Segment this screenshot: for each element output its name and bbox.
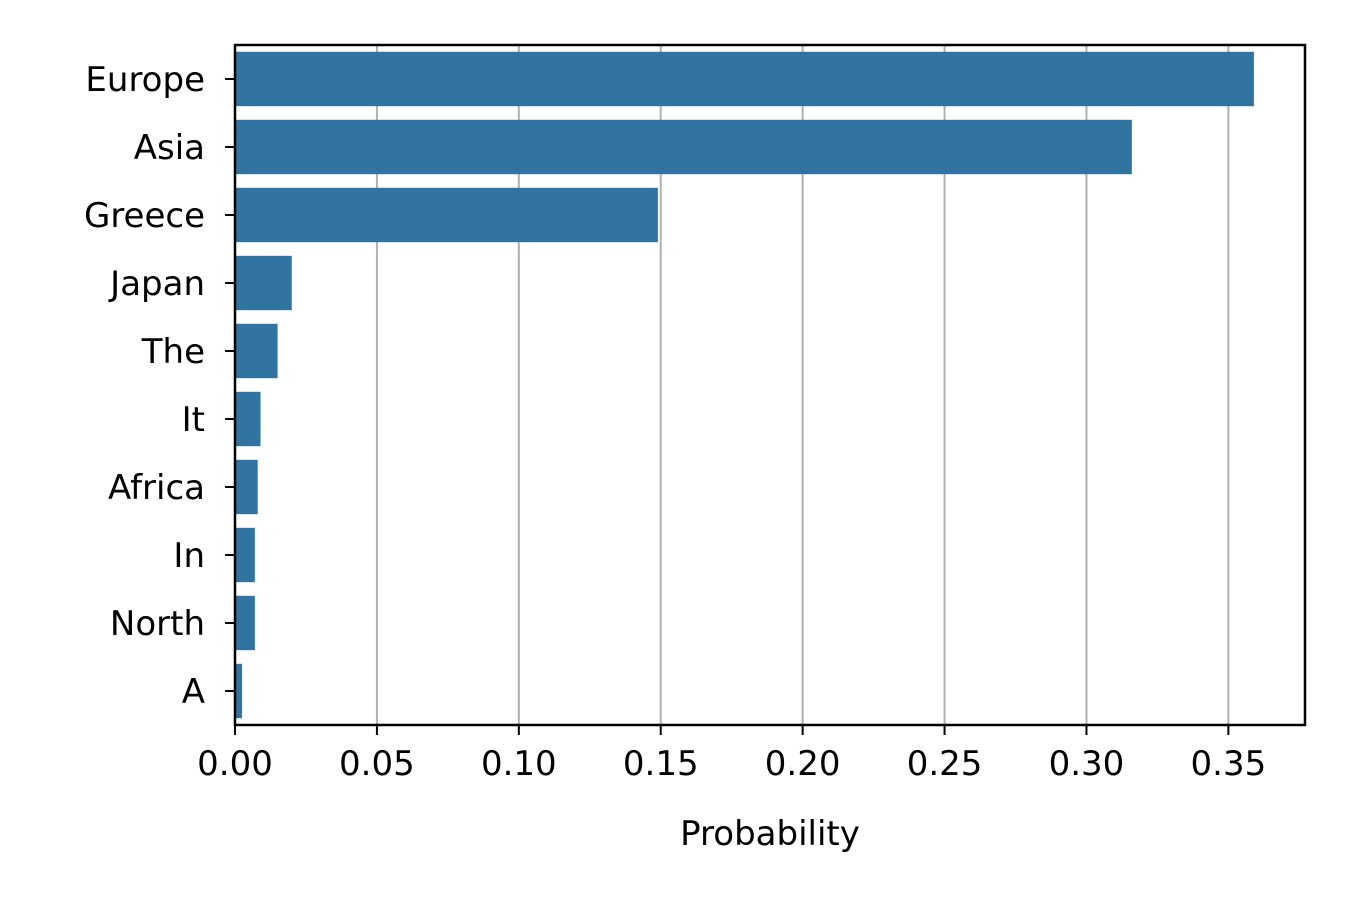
bar-africa [235, 459, 258, 515]
x-axis: 0.00 0.05 0.10 0.15 0.20 0.25 0.30 0.35 [197, 725, 1266, 784]
bar-europe [235, 51, 1254, 107]
y-tick-label: North [110, 604, 205, 644]
x-tick-label: 0.00 [197, 744, 273, 784]
bar-asia [235, 119, 1132, 175]
x-tick-label: 0.10 [481, 744, 557, 784]
x-axis-label: Probability [680, 814, 860, 854]
y-tick-label: Asia [134, 128, 205, 168]
x-tick-label: 0.20 [765, 744, 841, 784]
bar-the [235, 323, 278, 379]
y-tick-label: Greece [84, 196, 205, 236]
y-tick-label: Japan [108, 264, 205, 304]
y-tick-label: Africa [108, 468, 205, 508]
bar-greece [235, 187, 658, 243]
y-tick-label: Europe [85, 60, 205, 100]
bar-a [235, 663, 243, 719]
y-axis: Europe Asia Greece Japan The It Africa In North A [84, 60, 235, 712]
x-tick-label: 0.25 [907, 744, 983, 784]
bar-it [235, 391, 261, 447]
bar-north [235, 595, 255, 651]
y-tick-label: A [182, 672, 205, 712]
plot-frame [233, 43, 1307, 727]
x-tick-label: 0.35 [1191, 744, 1267, 784]
y-tick-label: It [182, 400, 205, 440]
x-tick-label: 0.15 [623, 744, 699, 784]
y-tick-label: The [141, 332, 205, 372]
bar-japan [235, 255, 292, 311]
bar-in [235, 527, 255, 583]
x-tick-label: 0.30 [1049, 744, 1125, 784]
y-tick-label: In [173, 536, 205, 576]
x-tick-label: 0.05 [339, 744, 415, 784]
bar-layer [235, 51, 1254, 719]
